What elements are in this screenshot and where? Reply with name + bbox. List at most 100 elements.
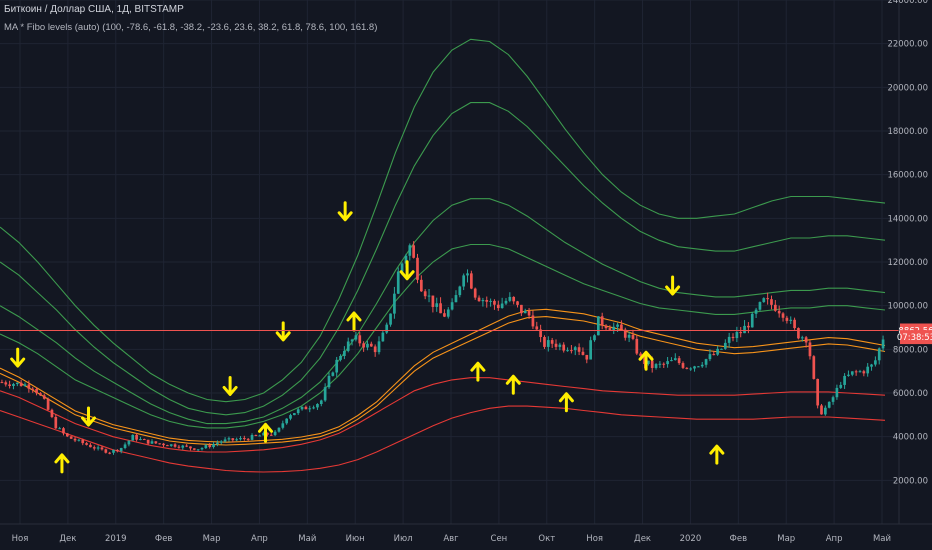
down-arrow-icon (337, 201, 353, 222)
candle-body (731, 336, 735, 339)
candle-body (162, 443, 165, 446)
candle-body (777, 310, 781, 314)
candle-body (600, 316, 604, 326)
arrow-head (275, 331, 291, 342)
candle-body (800, 337, 804, 339)
candle-body (546, 340, 550, 347)
candle-body (716, 348, 719, 355)
candle-body (627, 334, 631, 338)
candle-body (0, 382, 4, 384)
time-tick-label: Мар (203, 534, 221, 544)
candle-body (258, 435, 262, 437)
arrow-head (10, 357, 26, 368)
candle-body (789, 319, 793, 321)
arrow-head (399, 270, 415, 281)
arrow-head (505, 374, 521, 385)
candle-body (485, 300, 489, 302)
candle-body (308, 408, 312, 410)
time-axis[interactable]: Ноя Дек 2019 Фев Мар Апр Май Июн Июл Авг Сен Окт Ноя… (12, 534, 891, 544)
arrow-head (638, 350, 654, 361)
candles (0, 241, 885, 455)
arrow-head (558, 392, 574, 403)
candle-body (219, 441, 223, 443)
candle-body (227, 438, 231, 440)
arrow-head (346, 311, 362, 322)
arrow-head (337, 211, 353, 222)
candle-body (192, 448, 196, 450)
price-tick-label: 12000.00 (887, 258, 928, 268)
candle-body (135, 434, 138, 440)
candle-body (573, 347, 577, 351)
candle-body (389, 313, 392, 325)
upper-fibo-band (0, 198, 886, 425)
time-tick-label: Авг (443, 534, 459, 544)
candle-body (673, 358, 677, 361)
candle-body (631, 334, 635, 339)
candle-body (323, 387, 327, 401)
price-axis[interactable]: 2000.00 4000.00 6000.00 8000.00 10000.00 1200… (887, 0, 928, 486)
candle-body (816, 378, 820, 406)
candle-body (177, 446, 181, 448)
chart-grid (0, 0, 899, 524)
candle-body (204, 445, 208, 449)
candle-body (131, 434, 135, 441)
candle-body (693, 366, 696, 369)
moving-average (0, 316, 886, 446)
candle-body (704, 359, 708, 365)
candle-body (89, 444, 92, 448)
up-arrow-icon (709, 444, 725, 465)
price-tick-label: 16000.00 (887, 171, 928, 181)
lower-fibo-band (0, 377, 886, 453)
candle-body (647, 360, 650, 364)
candle-body (500, 303, 504, 309)
candle-body (558, 344, 562, 347)
up-arrow-icon (558, 392, 574, 413)
candle-body (773, 304, 777, 311)
candle-body (200, 448, 204, 450)
time-tick-label: Окт (538, 534, 555, 544)
time-tick-label: 2019 (105, 534, 127, 544)
candle-body (231, 438, 235, 441)
candle-body (770, 299, 773, 305)
candle-body (400, 263, 404, 272)
candle-body (416, 257, 419, 280)
candle-body (570, 350, 573, 352)
candle-body (446, 309, 450, 317)
candle-body (8, 384, 11, 387)
time-tick-label: Фев (730, 534, 748, 544)
indicator-legend[interactable]: MA * Fibo levels (auto) (100, -78.6, -61… (4, 22, 378, 33)
candle-body (635, 338, 639, 354)
candle-body (293, 413, 296, 416)
candle-body (866, 366, 870, 374)
candle-body (666, 361, 669, 365)
candle-body (754, 309, 758, 314)
moving-average-upper (0, 308, 886, 443)
candle-body (27, 384, 31, 389)
down-arrow-icon (665, 275, 681, 296)
candle-body (46, 398, 50, 410)
candle-body (73, 438, 77, 441)
candle-body (123, 444, 127, 448)
candle-body (100, 447, 104, 450)
candle-body (508, 296, 512, 301)
candle-body (643, 355, 646, 364)
candle-body (812, 356, 816, 379)
candle-body (250, 435, 254, 440)
lower-fibo-band (0, 405, 886, 473)
candle-body (466, 273, 469, 276)
candle-body (189, 446, 192, 449)
arrow-head (709, 444, 725, 455)
candle-body (700, 364, 704, 367)
candle-body (654, 364, 658, 368)
candle-body (847, 374, 850, 376)
candle-body (735, 332, 739, 339)
candle-body (139, 439, 142, 441)
price-tag-bg (900, 330, 932, 345)
candle-body (470, 273, 473, 289)
candle-body (689, 368, 693, 370)
candle-body (158, 443, 162, 445)
price-tick-label: 2000.00 (893, 476, 928, 486)
candle-body (273, 431, 277, 436)
candle-body (581, 351, 585, 355)
